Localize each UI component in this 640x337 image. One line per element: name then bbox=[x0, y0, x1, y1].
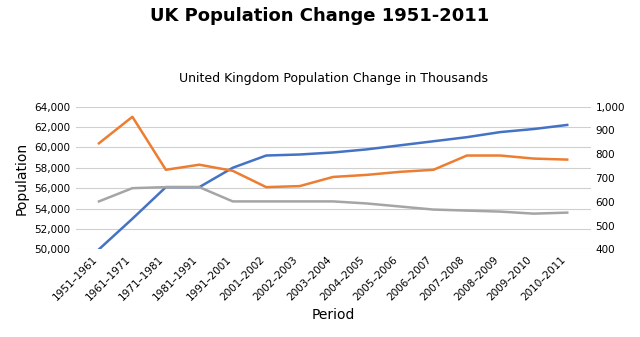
Text: UK Population Change 1951-2011: UK Population Change 1951-2011 bbox=[150, 7, 490, 25]
Y-axis label: Population: Population bbox=[15, 142, 29, 215]
Title: United Kingdom Population Change in Thousands: United Kingdom Population Change in Thou… bbox=[179, 71, 488, 85]
X-axis label: Period: Period bbox=[312, 308, 355, 322]
